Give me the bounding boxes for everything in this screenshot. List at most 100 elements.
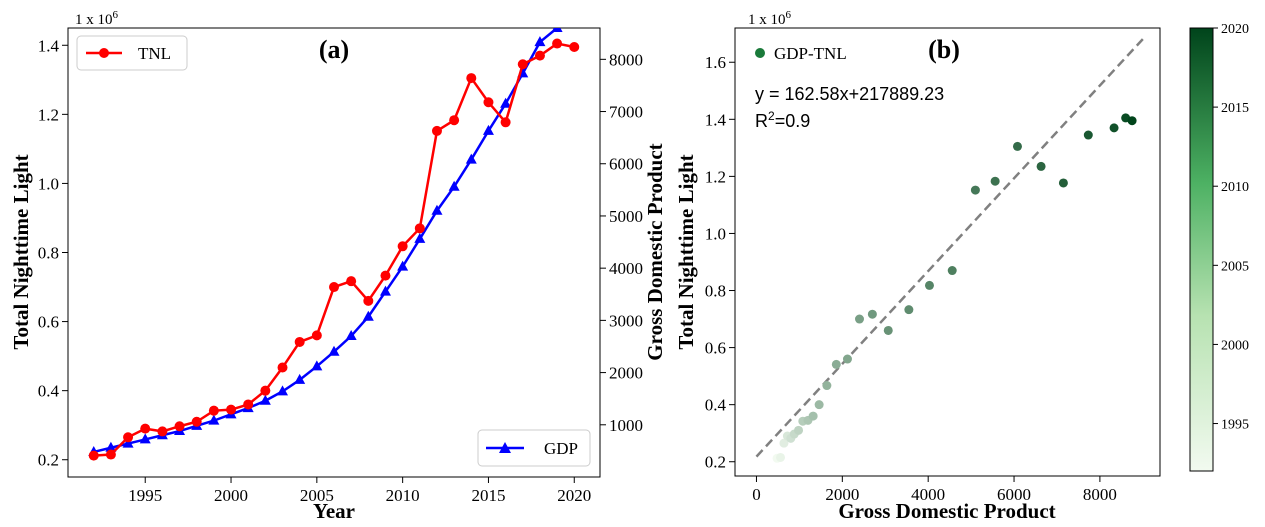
colorbar-tick-label: 2015 — [1221, 101, 1249, 116]
tnl-point — [449, 115, 460, 126]
x-tick-label: 1995 — [128, 486, 162, 505]
y-tick-label: 1.2 — [705, 167, 726, 186]
gdp-point — [482, 124, 494, 135]
legend-tnl-box — [76, 35, 188, 71]
gdp-line — [93, 28, 561, 454]
tnl-point — [431, 125, 442, 136]
scatter-point — [1058, 178, 1068, 188]
gdp-point — [431, 204, 443, 215]
y-right-tick-label: 6000 — [609, 155, 643, 174]
scatter-point — [1127, 116, 1137, 126]
colorbar-gradient — [1189, 27, 1214, 472]
scatter-point — [776, 452, 786, 462]
panel-b-y-ticks: 0.2 0.4 0.6 0.8 1.0 1.2 1.4 1.6 — [705, 53, 735, 472]
panel-b: 0 2000 4000 6000 8000 0.2 0.4 0.6 0.8 1.0 1.2 1.4 1… — [674, 9, 1161, 523]
tnl-point — [466, 73, 477, 84]
y-right-tick-label: 2000 — [609, 364, 643, 383]
legend-gdp-tnl-marker — [755, 48, 765, 58]
panel-a-y-multiplier: 1 x 106 — [75, 9, 119, 28]
panel-b-x-axis-label: Gross Domestic Product — [838, 499, 1055, 523]
scatter-point — [970, 185, 980, 195]
gdp-point — [414, 232, 426, 243]
tnl-point — [208, 405, 219, 416]
tnl-point — [346, 276, 357, 287]
regression-equation: y = 162.58x+217889.23 — [755, 84, 944, 104]
tnl-point — [294, 336, 305, 347]
tnl-point — [157, 426, 168, 437]
colorbar-tick-label: 2005 — [1221, 259, 1249, 274]
x-tick-label: 4000 — [911, 485, 945, 504]
tnl-point — [191, 416, 202, 427]
gdp-point — [379, 285, 391, 296]
gdp-point — [277, 385, 289, 396]
tnl-point — [140, 423, 151, 434]
tnl-point — [569, 41, 580, 52]
tnl-point — [174, 421, 185, 432]
y-tick-label: 1.4 — [38, 36, 60, 55]
y-tick-label: 1.0 — [705, 224, 726, 243]
tnl-point — [500, 117, 511, 128]
panel-a-y-axis-label: Total Nighttime Light — [9, 154, 33, 349]
colorbar-tick-label: 1995 — [1221, 418, 1249, 433]
tnl-point — [483, 97, 494, 108]
y-tick-label: 0.6 — [705, 339, 726, 358]
panel-b-y-multiplier: 1 x 106 — [748, 9, 792, 28]
y-right-tick-label: 7000 — [609, 103, 643, 122]
panel-a-x-ticks: 1995 2000 2005 2010 2015 2020 — [128, 477, 591, 505]
y-tick-label: 1.6 — [705, 53, 726, 72]
x-tick-label: 2015 — [471, 486, 505, 505]
x-tick-label: 2000 — [214, 486, 248, 505]
x-tick-label: 8000 — [1083, 485, 1117, 504]
x-tick-label: 2000 — [825, 485, 859, 504]
gdp-point — [208, 414, 220, 425]
tnl-point — [414, 223, 425, 234]
scatter-point — [904, 305, 914, 315]
y-right-tick-label: 5000 — [609, 207, 643, 226]
gdp-point — [345, 330, 357, 341]
panel-b-y-axis-label: Total Nighttime Light — [674, 154, 698, 349]
legend-gdp: GDP — [477, 429, 591, 467]
scatter-point — [883, 325, 893, 335]
scatter-point — [854, 314, 864, 324]
scatter-point — [794, 425, 804, 435]
panel-b-label: (b) — [928, 35, 960, 64]
colorbar-tick-label: 2010 — [1221, 180, 1249, 195]
scatter-point — [808, 411, 818, 421]
tnl-point — [123, 432, 134, 443]
tnl-point — [329, 282, 339, 293]
y-tick-label: 1.4 — [705, 110, 727, 129]
legend-gdp-tnl: GDP-TNL — [755, 44, 847, 63]
gdp-point — [259, 394, 271, 405]
scatter-point — [842, 354, 852, 364]
scatter-point — [779, 438, 789, 448]
x-tick-label: 6000 — [997, 485, 1031, 504]
tnl-point — [88, 450, 99, 461]
r-squared: R2=0.9 — [755, 109, 810, 131]
tnl-point — [380, 270, 391, 281]
scatter-points — [772, 113, 1137, 463]
tnl-point — [243, 399, 254, 410]
tnl-series — [88, 38, 580, 461]
gdp-point — [551, 28, 563, 32]
legend-gdp-marker — [499, 442, 511, 453]
colorbar-ticks: 1995 2000 2005 2010 2015 2020 — [1213, 22, 1249, 433]
scatter-point — [990, 176, 1000, 186]
gdp-point — [569, 14, 580, 24]
panel-b-x-ticks: 0 2000 4000 6000 8000 — [752, 476, 1117, 504]
gdp-point — [139, 433, 151, 444]
gdp-point — [328, 345, 340, 356]
x-tick-label: 0 — [752, 485, 761, 504]
scatter-point — [831, 359, 841, 369]
y-right-tick-label: 8000 — [609, 50, 643, 69]
y-right-tick-label: 3000 — [609, 311, 643, 330]
scatter-point — [1036, 161, 1046, 171]
legend-tnl: TNL — [76, 35, 188, 71]
gdp-point — [465, 153, 477, 164]
y-tick-label: 0.4 — [705, 396, 727, 415]
y-tick-label: 0.8 — [38, 244, 59, 263]
gdp-point — [362, 310, 374, 321]
gdp-point — [500, 97, 512, 108]
x-tick-label: 2010 — [386, 486, 420, 505]
panel-a-frame — [67, 27, 601, 478]
